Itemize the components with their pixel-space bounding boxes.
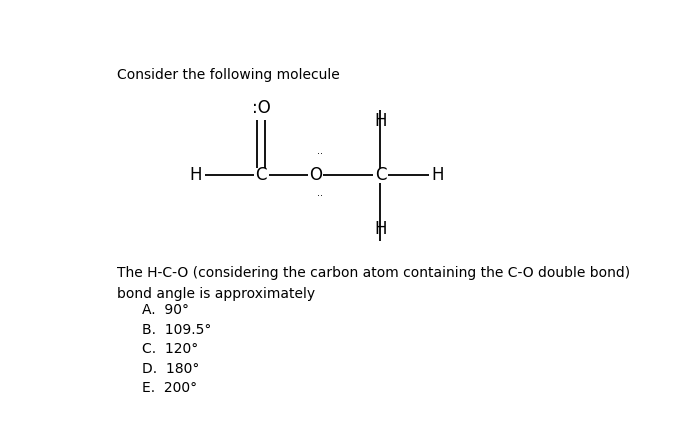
Text: ··: ·· [316,191,323,201]
Text: B.  109.5°: B. 109.5° [141,323,211,336]
Text: H: H [190,166,202,184]
Text: H: H [374,112,386,130]
Text: Consider the following molecule: Consider the following molecule [118,68,340,82]
Text: C: C [256,166,267,184]
Text: O: O [309,166,322,184]
Text: C.  120°: C. 120° [141,342,198,356]
Text: ··: ·· [316,149,323,160]
Text: H: H [374,220,386,238]
Text: E.  200°: E. 200° [141,381,197,395]
Text: D.  180°: D. 180° [141,362,199,376]
Text: H: H [431,166,444,184]
Text: A.  90°: A. 90° [141,303,189,317]
Text: The H-C-O (considering the carbon atom containing the C-O double bond)
bond angl: The H-C-O (considering the carbon atom c… [118,266,631,301]
Text: C: C [374,166,386,184]
Text: :O: :O [252,99,270,117]
